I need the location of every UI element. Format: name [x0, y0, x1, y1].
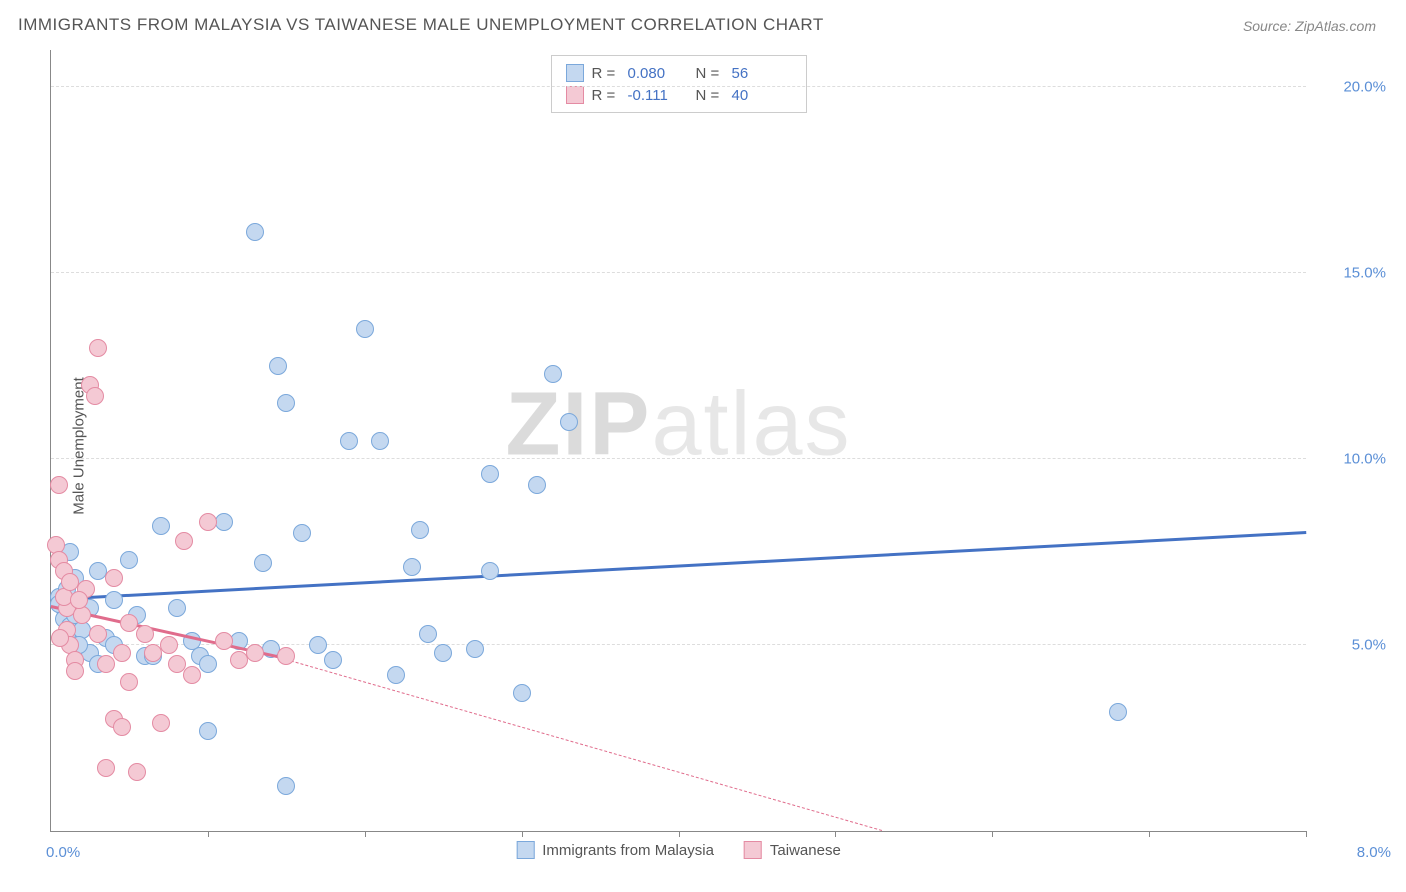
chart-title: IMMIGRANTS FROM MALAYSIA VS TAIWANESE MA…: [18, 15, 824, 35]
scatter-point: [105, 569, 123, 587]
scatter-point: [513, 684, 531, 702]
scatter-point: [152, 714, 170, 732]
trend-line-dashed: [286, 659, 882, 831]
legend-swatch-taiwanese: [566, 86, 584, 104]
x-max-label: 8.0%: [1357, 844, 1391, 861]
scatter-point: [324, 651, 342, 669]
scatter-point: [371, 432, 389, 450]
scatter-point: [105, 591, 123, 609]
scatter-point: [254, 554, 272, 572]
legend-swatch-malaysia: [516, 841, 534, 859]
scatter-point: [175, 532, 193, 550]
scatter-point: [387, 666, 405, 684]
scatter-point: [356, 320, 374, 338]
scatter-point: [215, 513, 233, 531]
scatter-point: [528, 476, 546, 494]
scatter-point: [277, 777, 295, 795]
scatter-point: [340, 432, 358, 450]
scatter-point: [120, 551, 138, 569]
scatter-point: [411, 521, 429, 539]
scatter-point: [544, 365, 562, 383]
y-tick-label: 5.0%: [1316, 637, 1386, 654]
scatter-point: [128, 763, 146, 781]
scatter-point: [277, 647, 295, 665]
scatter-point: [403, 558, 421, 576]
scatter-point: [86, 387, 104, 405]
scatter-point: [481, 562, 499, 580]
legend-row: R = 0.080 N = 56: [566, 62, 792, 84]
watermark: ZIPatlas: [505, 373, 851, 476]
x-tick: [1149, 831, 1150, 837]
x-tick: [835, 831, 836, 837]
series-legend: Immigrants from Malaysia Taiwanese: [516, 841, 841, 859]
legend-swatch-malaysia: [566, 64, 584, 82]
scatter-point: [419, 625, 437, 643]
scatter-point: [481, 465, 499, 483]
scatter-point: [97, 759, 115, 777]
chart-container: IMMIGRANTS FROM MALAYSIA VS TAIWANESE MA…: [0, 0, 1406, 892]
legend-item-malaysia: Immigrants from Malaysia: [516, 841, 714, 859]
scatter-point: [152, 517, 170, 535]
scatter-point: [293, 524, 311, 542]
scatter-point: [50, 476, 68, 494]
scatter-point: [70, 591, 88, 609]
scatter-point: [466, 640, 484, 658]
x-min-label: 0.0%: [46, 844, 80, 861]
scatter-point: [89, 339, 107, 357]
scatter-point: [113, 718, 131, 736]
scatter-point: [246, 644, 264, 662]
legend-swatch-taiwanese: [744, 841, 762, 859]
scatter-point: [97, 655, 115, 673]
scatter-point: [277, 394, 295, 412]
gridline: [51, 86, 1306, 87]
scatter-point: [183, 666, 201, 684]
x-tick: [522, 831, 523, 837]
y-tick-label: 20.0%: [1316, 79, 1386, 96]
x-tick: [208, 831, 209, 837]
x-tick: [992, 831, 993, 837]
scatter-point: [136, 625, 154, 643]
correlation-legend: R = 0.080 N = 56 R = -0.111 N = 40: [551, 55, 807, 113]
scatter-point: [66, 662, 84, 680]
scatter-point: [560, 413, 578, 431]
scatter-point: [168, 599, 186, 617]
y-tick-label: 10.0%: [1316, 451, 1386, 468]
trend-line: [51, 531, 1306, 600]
scatter-point: [168, 655, 186, 673]
scatter-point: [51, 629, 69, 647]
scatter-point: [61, 573, 79, 591]
scatter-point: [246, 223, 264, 241]
gridline: [51, 272, 1306, 273]
scatter-point: [113, 644, 131, 662]
scatter-point: [434, 644, 452, 662]
plot-area: ZIPatlas R = 0.080 N = 56 R = -0.111 N =…: [50, 50, 1306, 832]
scatter-point: [120, 673, 138, 691]
scatter-point: [215, 632, 233, 650]
x-tick: [679, 831, 680, 837]
scatter-point: [199, 722, 217, 740]
source-attribution: Source: ZipAtlas.com: [1243, 18, 1376, 34]
scatter-point: [120, 614, 138, 632]
scatter-point: [1109, 703, 1127, 721]
gridline: [51, 458, 1306, 459]
y-tick-label: 15.0%: [1316, 265, 1386, 282]
scatter-point: [89, 625, 107, 643]
scatter-point: [269, 357, 287, 375]
scatter-point: [309, 636, 327, 654]
scatter-point: [199, 655, 217, 673]
legend-row: R = -0.111 N = 40: [566, 84, 792, 106]
legend-item-taiwanese: Taiwanese: [744, 841, 841, 859]
x-tick: [365, 831, 366, 837]
scatter-point: [160, 636, 178, 654]
x-tick: [1306, 831, 1307, 837]
scatter-point: [199, 513, 217, 531]
